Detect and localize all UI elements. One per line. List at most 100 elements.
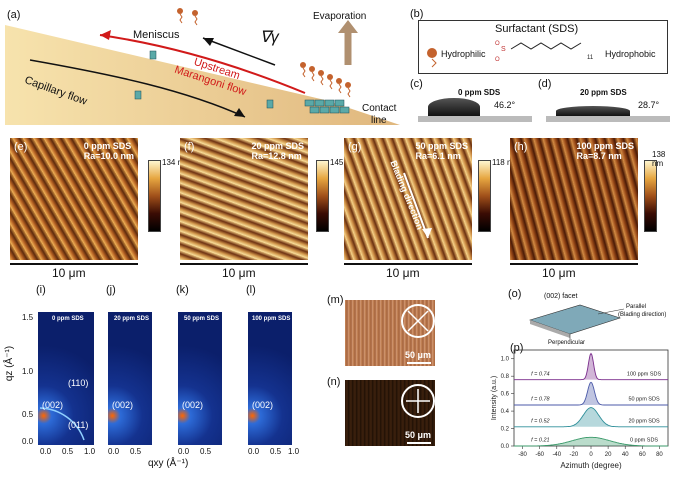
- xtick: 0.5: [270, 447, 282, 456]
- series-line-0-ppm-SDS: [514, 436, 668, 447]
- peak-011: (011): [68, 420, 89, 430]
- scalebar-f-label: 10 μm: [222, 266, 256, 280]
- sds-title: Surfactant (SDS): [495, 23, 579, 35]
- series-line-100-ppm-SDS: [514, 352, 668, 381]
- panel-o-label: (o): [508, 288, 522, 300]
- blading-direction-arrow: [403, 172, 432, 239]
- polarizer-icon: [401, 304, 435, 338]
- peak-002-i: (002): [42, 400, 64, 410]
- xtick: 0.0: [248, 447, 260, 456]
- azimuth-chart: 0.0 0.2 0.4 0.6 0.8 1.0 -80 -60 -40 -20 0 20 40 60 80 A…: [491, 349, 669, 470]
- polarizer-icon: [401, 384, 435, 418]
- facet-label: (002) facet: [544, 293, 578, 300]
- peak-002-k: (002): [182, 400, 204, 410]
- series-fill-100-ppm-SDS: [514, 353, 668, 380]
- y-tick-label: 0.8: [501, 374, 510, 380]
- pom-m-scale: 50 μm: [405, 350, 432, 360]
- scalebar-f: [180, 263, 308, 265]
- giwaxs-xlabel: qxy (Å⁻¹): [148, 458, 189, 469]
- solution-wedge: [5, 25, 400, 125]
- colorbar-h: [644, 160, 657, 232]
- colorbar-g: [478, 160, 491, 232]
- colorbar-f: [316, 160, 329, 232]
- giwaxs-l-conc: 100 ppm SDS: [252, 316, 291, 322]
- x-tick-label: 20: [605, 452, 612, 458]
- giwaxs-image-i: 0 ppm SDS (110) (002) (011): [38, 312, 94, 445]
- colorbar-g-max: 118 nm: [492, 158, 519, 167]
- panel-c-label: (c): [410, 78, 423, 90]
- afm-f-ra: Ra=12.8 nm: [251, 151, 302, 161]
- chart-p-label: (p): [510, 342, 524, 354]
- giwaxs-k-label: (k): [176, 284, 189, 296]
- parallel-polarizer-arrows-icon: [406, 389, 430, 413]
- series-f-label: f = 0.74: [531, 371, 550, 377]
- y-tick-label: 0.0: [501, 444, 510, 450]
- giwaxs-k-conc: 50 ppm SDS: [184, 316, 220, 322]
- x-axis-label: Azimuth (degree): [560, 461, 622, 470]
- ytick: 1.5: [22, 313, 34, 322]
- colorbar-e: [148, 160, 161, 232]
- pom-n-label: (n): [327, 376, 341, 388]
- surfactant-molecules: [177, 8, 351, 98]
- giwaxs-image-l: 100 ppm SDS (002): [248, 312, 292, 445]
- series-name-label: 0 ppm SDS: [630, 438, 658, 444]
- crystal-clusters: [134, 50, 350, 114]
- xtick: 0.0: [108, 447, 120, 456]
- series-f-label: f = 0.21: [531, 438, 550, 444]
- giwaxs-l-label: (l): [246, 284, 256, 296]
- sds-molecule: S O O 11: [427, 41, 594, 68]
- x-tick-label: 80: [656, 452, 663, 458]
- afm-image-g: (g) 50 ppm SDS Ra=6.1 nm Blading directio…: [344, 138, 472, 260]
- series-name-label: 50 ppm SDS: [628, 397, 660, 403]
- panel-d: (d) 20 ppm SDS 28.7°: [538, 76, 672, 124]
- x-tick-label: -80: [518, 452, 527, 458]
- substrate: [546, 116, 670, 122]
- peak-002-l: (002): [252, 400, 274, 410]
- x-tick-label: -40: [552, 452, 561, 458]
- hydrophilic-label: Hydrophilic: [441, 49, 486, 59]
- afm-h-conc: 100 ppm SDS: [576, 141, 634, 151]
- xtick: 0.0: [40, 447, 52, 456]
- facet-diagram: [529, 304, 625, 340]
- scalebar-e-label: 10 μm: [52, 266, 86, 280]
- y-tick-label: 0.6: [501, 392, 510, 398]
- giwaxs-j-conc: 20 ppm SDS: [114, 316, 150, 322]
- y-axis-label: Intensity (a.u.): [491, 376, 498, 420]
- scalebar-h-label: 10 μm: [542, 266, 576, 280]
- colorbar-h-max: 138 nm: [652, 150, 666, 168]
- panel-d-label: (d): [538, 78, 552, 90]
- x-tick-label: -60: [535, 452, 544, 458]
- series-line-20-ppm-SDS: [514, 407, 668, 428]
- ytick: 1.0: [22, 367, 34, 376]
- substrate: [418, 116, 532, 122]
- ytick: 0.5: [22, 410, 34, 419]
- xtick: 1.0: [84, 447, 96, 456]
- svg-text:S: S: [501, 46, 506, 53]
- y-tick-label: 1.0: [501, 357, 510, 363]
- afm-e-ra: Ra=10.0 nm: [83, 151, 134, 161]
- gradient-arrow: [202, 37, 276, 66]
- afm-image-e: (e) 0 ppm SDS Ra=10.0 nm: [10, 138, 138, 260]
- afm-image-h: (h) 100 ppm SDS Ra=8.7 nm: [510, 138, 638, 260]
- scalebar-g: [344, 263, 472, 265]
- pom-image-n: 50 μm: [345, 380, 435, 446]
- contact-label: Contact: [362, 103, 397, 114]
- panel-b: (b) Surfactant (SDS) S O O 11 Hydrophili…: [410, 8, 672, 74]
- afm-e-label: (e): [14, 141, 28, 153]
- perpendicular-label: Perpendicular: [548, 340, 586, 346]
- xtick: 0.0: [178, 447, 190, 456]
- xtick: 0.5: [130, 447, 142, 456]
- gradient-symbol: ∇γ: [260, 29, 279, 46]
- afm-f-label: (f): [184, 141, 195, 153]
- xtick: 0.5: [200, 447, 212, 456]
- pom-image-m: 50 μm: [345, 300, 435, 366]
- series-f-label: f = 0.78: [531, 397, 550, 403]
- droplet-20ppm: [556, 106, 630, 116]
- sds-structure-box: Surfactant (SDS) S O O 11 Hydrophilic Hy…: [418, 20, 668, 74]
- droplet-0ppm-conc: 0 ppm SDS: [458, 88, 501, 97]
- droplet-0ppm: [428, 98, 480, 116]
- meniscus-diagram: [5, 8, 400, 125]
- panel-b-label: (b): [410, 8, 424, 20]
- meniscus-label: Meniscus: [133, 29, 180, 41]
- afm-h-label: (h): [514, 141, 528, 153]
